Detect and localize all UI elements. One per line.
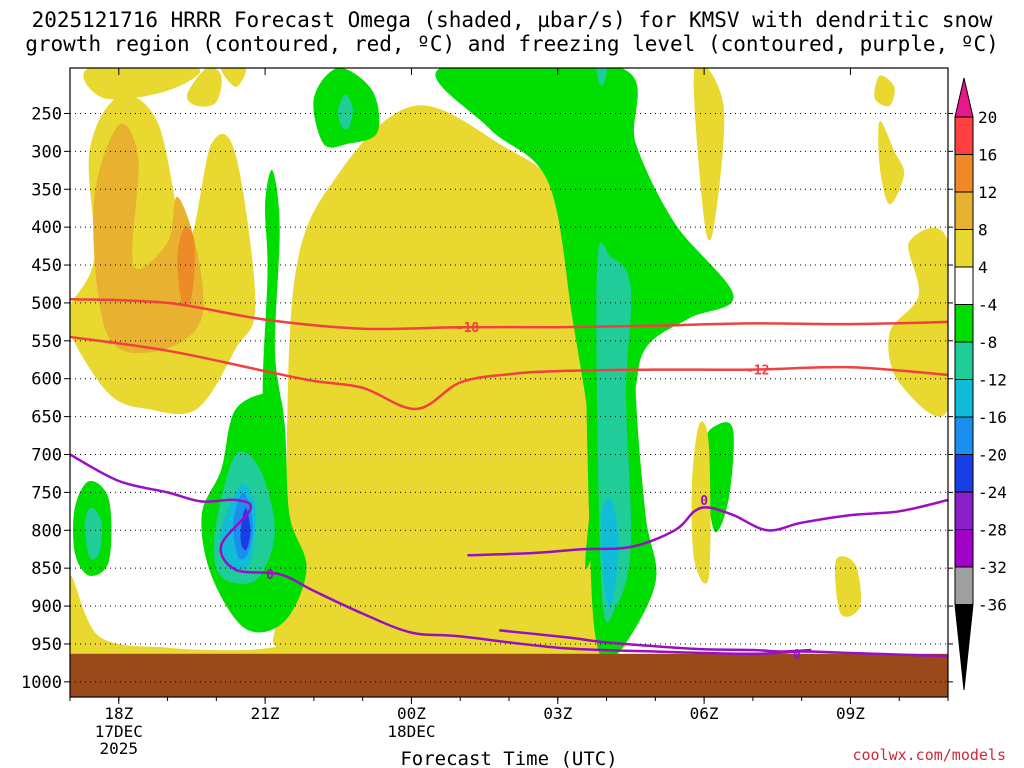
colorbar-bin-9 xyxy=(954,454,974,493)
colorbar-label--24: -24 xyxy=(978,483,1007,502)
colorbar-label--8: -8 xyxy=(978,333,997,352)
omega-region-east-yellow-5 xyxy=(834,556,862,617)
colorbar-bin-3 xyxy=(954,229,974,268)
y-tick-label-350: 350 xyxy=(31,180,62,200)
plot-area: -18 -12 0 0 0 xyxy=(70,68,948,697)
x-tick-sublabel-17DEC: 17DEC xyxy=(95,722,143,741)
omega-region-east-yellow-4 xyxy=(691,421,711,584)
colorbar: 20 16 12 8 4 -4 -8 -12 -16 -20 -24 -28 -32 -36 xyxy=(954,77,1007,691)
contour-line-3 xyxy=(467,498,948,557)
contour-label-1: -12 xyxy=(746,364,769,379)
omega-region-east-cyan-lower xyxy=(601,498,619,608)
contour-label-0: -18 xyxy=(456,321,480,336)
contour-line-4 xyxy=(499,629,812,653)
contour-label-3: 0 xyxy=(700,494,708,509)
colorbar-bin-2 xyxy=(954,191,974,230)
colorbar-bin-5 xyxy=(954,304,974,343)
omega-region-mid-yellow-top xyxy=(221,68,247,87)
y-tick-label-700: 700 xyxy=(31,445,62,465)
colorbar-bin-7 xyxy=(954,379,974,418)
omega-region-east-green-blob xyxy=(704,422,734,533)
x-tick-label-09Z: 09Z xyxy=(836,704,865,723)
omega-region-green-strip xyxy=(262,169,283,455)
colorbar-bin-6 xyxy=(954,341,974,380)
colorbar-bin-11 xyxy=(954,529,974,568)
colorbar-label-20: 20 xyxy=(978,108,997,127)
omega-region-teal-far-west xyxy=(84,507,103,560)
x-tick-label-00Z: 00Z xyxy=(397,704,426,723)
colorbar-label--16: -16 xyxy=(978,408,1007,427)
colorbar-label-4: 4 xyxy=(978,258,988,277)
omega-region-east-yellow-6 xyxy=(874,75,895,107)
y-tick-label-450: 450 xyxy=(31,256,62,276)
chart-title-line-2: growth region (contoured, red, ºC) and f… xyxy=(25,32,999,56)
colorbar-bin-10 xyxy=(954,491,974,530)
contour-label-4: 0 xyxy=(793,648,801,663)
x-tick-label-18Z: 18Z xyxy=(104,704,133,723)
omega-region-west-yellow-blob-2 xyxy=(186,68,222,107)
y-tick-label-750: 750 xyxy=(31,483,62,503)
omega-region-east-yellow-2 xyxy=(878,120,905,205)
y-tick-label-900: 900 xyxy=(31,597,62,617)
omega-region-yellow-ring xyxy=(272,105,627,659)
contour-line-1 xyxy=(70,335,948,411)
omega-region-west-orange xyxy=(93,123,204,354)
plot-content: -18 -12 0 0 0 xyxy=(70,68,948,697)
contour-line-2 xyxy=(70,453,948,658)
omega-region-teal-top xyxy=(596,68,607,86)
omega-region-east-yellow-1 xyxy=(693,68,725,241)
x-tick-label-21Z: 21Z xyxy=(251,704,280,723)
chart-title-line-1: 2025121716 HRRR Forecast Omega (shaded, … xyxy=(31,8,993,32)
omega-region-far-west-yellow-top xyxy=(83,68,200,100)
y-tick-label-400: 400 xyxy=(31,218,62,238)
colorbar-label-8: 8 xyxy=(978,221,988,240)
colorbar-label--32: -32 xyxy=(978,558,1007,577)
colorbar-label-12: 12 xyxy=(978,183,997,202)
omega-region-east-green xyxy=(435,68,734,569)
x-tick-sublabel-18DEC: 18DEC xyxy=(387,722,435,741)
colorbar-label--4: -4 xyxy=(978,296,997,315)
colorbar-label-16: 16 xyxy=(978,146,997,165)
colorbar-bin-12 xyxy=(954,566,974,605)
colorbar-label--36: -36 xyxy=(978,596,1007,615)
x-tick-label-03Z: 03Z xyxy=(543,704,572,723)
y-tick-label-300: 300 xyxy=(31,142,62,162)
y-tick-label-800: 800 xyxy=(31,521,62,541)
colorbar-bin-0 xyxy=(954,116,974,155)
y-tick-label-1000: 1000 xyxy=(21,673,62,693)
y-tick-label-650: 650 xyxy=(31,408,62,428)
y-tick-label-550: 550 xyxy=(31,332,62,352)
terrain-fill xyxy=(70,653,948,697)
colorbar-label--28: -28 xyxy=(978,521,1007,540)
colorbar-bin-4 xyxy=(954,266,974,305)
colorbar-bin-1 xyxy=(954,154,974,193)
y-tick-label-950: 950 xyxy=(31,635,62,655)
colorbar-top-arrow xyxy=(954,77,974,118)
omega-region-teal-upper xyxy=(338,94,353,130)
colorbar-bin-8 xyxy=(954,416,974,455)
colorbar-bottom-arrow xyxy=(954,604,974,691)
y-tick-label-850: 850 xyxy=(31,559,62,579)
y-tick-label-600: 600 xyxy=(31,370,62,390)
colorbar-label--12: -12 xyxy=(978,371,1007,390)
omega-region-west-orange-core xyxy=(177,226,195,306)
x-tick-sublabel-2025: 2025 xyxy=(100,739,139,758)
x-axis-label: Forecast Time (UTC) xyxy=(400,748,617,768)
x-tick-label-06Z: 06Z xyxy=(690,704,719,723)
omega-region-low-level-yellow xyxy=(70,575,340,660)
y-tick-label-250: 250 xyxy=(31,104,62,124)
watermark: coolwx.com/models xyxy=(852,746,1006,764)
y-tick-label-500: 500 xyxy=(31,294,62,314)
colorbar-label--20: -20 xyxy=(978,446,1007,465)
axes: 250 300 350 400 450 500 550 600 650 700 750 800 850 9… xyxy=(21,67,953,768)
contour-line-0 xyxy=(70,297,948,331)
contour-label-2: 0 xyxy=(266,568,274,583)
